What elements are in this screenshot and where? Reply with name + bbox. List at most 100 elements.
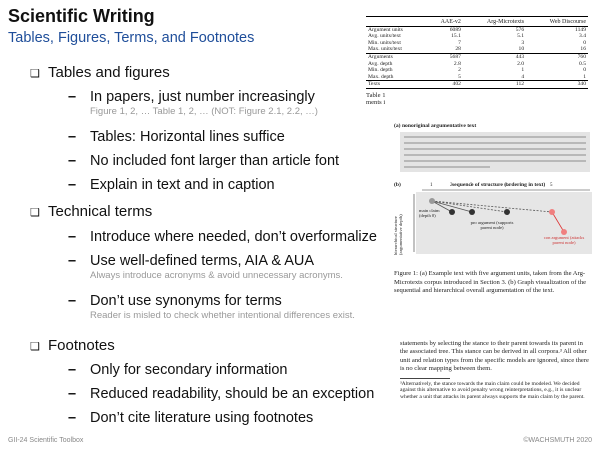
table-row: Texts 402 112 340	[366, 80, 588, 89]
data-table: AAE-v2 Arg-Microtexts Web Discourse Argumen…	[366, 16, 588, 89]
part-label: (b)	[394, 182, 401, 188]
table-caption: ments i	[366, 98, 386, 106]
table-cell: Arguments	[368, 53, 393, 60]
item-text: Reduced readability, should be an except…	[90, 386, 375, 402]
axis-title: sequence of structure (ordering in text)	[452, 182, 546, 188]
dash: –	[68, 129, 77, 145]
table-cell: Min. depth	[368, 67, 393, 74]
paragraph: statements by selecting the stance to th…	[400, 340, 589, 373]
table-cell: 760	[577, 53, 586, 60]
item-text: Don’t use synonyms for terms	[90, 293, 282, 309]
header-cell: Web Discourse	[549, 19, 586, 25]
figure-caption: Figure 1: (a) Example text with five arg…	[394, 270, 587, 295]
table-cell: 443	[515, 53, 525, 60]
dash: –	[68, 362, 77, 378]
table-cell: 0.5	[579, 60, 586, 67]
table-cell: 0	[583, 67, 586, 74]
item-text: Don’t cite literature using footnotes	[90, 410, 314, 426]
slide-title: Scientific Writing	[8, 6, 155, 26]
legend-label: main claim (depth 0)	[419, 208, 440, 218]
footnote-excerpt: statements by selecting the stance to th…	[400, 340, 590, 426]
table-row: Max. units/text 28 10 16	[366, 46, 588, 53]
item-text: In papers, just number increasingly	[90, 89, 315, 105]
part-label: (a)	[394, 123, 401, 129]
table-cell: 3.4	[579, 33, 586, 40]
dash: –	[68, 89, 77, 105]
item-note: Reader is misled to check whether intent…	[90, 310, 355, 321]
table-cell: 2.8	[453, 60, 461, 67]
figure-excerpt: (a) nonoriginal argumentative text (b) s…	[392, 120, 596, 308]
table-cell: 340	[577, 81, 586, 88]
dash: –	[68, 177, 77, 193]
square-bullet: ❑	[30, 207, 40, 219]
figure-title: nonoriginal argumentative text	[401, 123, 477, 129]
header-cell	[366, 17, 426, 27]
axis-label: hierarchical structure (argumentative de…	[393, 214, 403, 255]
item-text: Explain in text and in caption	[90, 177, 275, 193]
graph	[413, 189, 592, 254]
section-heading: Technical terms	[48, 203, 153, 220]
table-row: Min. units/text 7 3 0	[366, 40, 588, 47]
item-text: Tables: Horizontal lines suffice	[90, 129, 285, 145]
table-cell: Max. depth	[368, 73, 394, 80]
table-cell: 28	[455, 46, 461, 53]
node-label: 4	[505, 183, 508, 188]
item-note: Always introduce acronyms & avoid unnece…	[90, 270, 343, 281]
table-cell: 0	[583, 39, 586, 46]
dash: –	[68, 410, 77, 426]
dash: –	[68, 386, 77, 402]
table-cell: Max. units/text	[368, 46, 402, 53]
table-row: Argument units 6089 576 1149	[366, 26, 588, 33]
item-text: Use well-defined terms, AIA & AUA	[90, 253, 315, 269]
table-excerpt: AAE-v2 Arg-Microtexts Web Discourse Argumen…	[366, 16, 588, 124]
table-cell: 5	[458, 73, 461, 80]
header-row: AAE-v2 Arg-Microtexts Web Discourse	[366, 16, 588, 27]
item-text: Only for secondary information	[90, 362, 288, 378]
table-cell: 2	[458, 67, 461, 74]
table-cell: 3	[521, 39, 525, 46]
header-cell: AAE-v2	[440, 19, 461, 25]
footnote: ³Alternatively, the stance towards the m…	[400, 380, 585, 401]
legend-label: con argument (attacks parent node)	[543, 235, 585, 245]
text-box	[400, 132, 590, 172]
table-cell: Texts	[368, 81, 381, 88]
table-cell: 5.1	[517, 33, 525, 40]
slide-subtitle: Tables, Figures, Terms, and Footnotes	[8, 30, 255, 46]
table-row: Arguments 5687 443 760	[366, 53, 588, 60]
table-row: Min. depth 2 1 0	[366, 67, 588, 74]
dash: –	[68, 153, 77, 169]
section-heading: Tables and figures	[48, 64, 170, 81]
table-cell: 576	[515, 26, 525, 33]
table-cell: 1149	[575, 26, 586, 33]
table-cell: 6089	[449, 26, 461, 33]
item-text: No included font larger than article fon…	[90, 153, 340, 169]
table-cell: 16	[580, 46, 586, 53]
table-row: Max. depth 5 4 1	[366, 74, 588, 81]
table-cell: 5687	[449, 53, 461, 60]
table-cell: 1	[521, 67, 525, 74]
node-label: 3	[470, 183, 473, 188]
table-cell: Avg. units/text	[368, 33, 401, 40]
legend-label: pro argument (supports parent node)	[470, 220, 514, 230]
table-cell: 1	[583, 73, 586, 80]
table-cell: 112	[515, 81, 525, 88]
footer-left: GII-24 Scientific Toolbox	[8, 437, 84, 444]
table-cell: 4	[521, 73, 525, 80]
table-cell: Argument units	[368, 26, 403, 33]
dash: –	[68, 293, 77, 309]
table-cell: 15.1	[451, 33, 461, 40]
table-cell: 10	[518, 46, 525, 53]
item-text: Introduce where needed, don’t overformal…	[90, 229, 377, 245]
dash: –	[68, 253, 77, 269]
table-cell: Avg. depth	[368, 60, 393, 67]
node-label: 5	[550, 183, 553, 188]
header-cell: Arg-Microtexts	[486, 19, 525, 25]
table-row: Avg. depth 2.8 2.0 0.5	[366, 61, 588, 68]
table-cell: 402	[452, 81, 461, 88]
table-cell: 2.0	[517, 60, 525, 67]
table-cell: 7	[458, 39, 461, 46]
table-row: Avg. units/text 15.1 5.1 3.4	[366, 33, 588, 40]
section-heading: Footnotes	[48, 337, 115, 354]
square-bullet: ❑	[30, 341, 40, 353]
